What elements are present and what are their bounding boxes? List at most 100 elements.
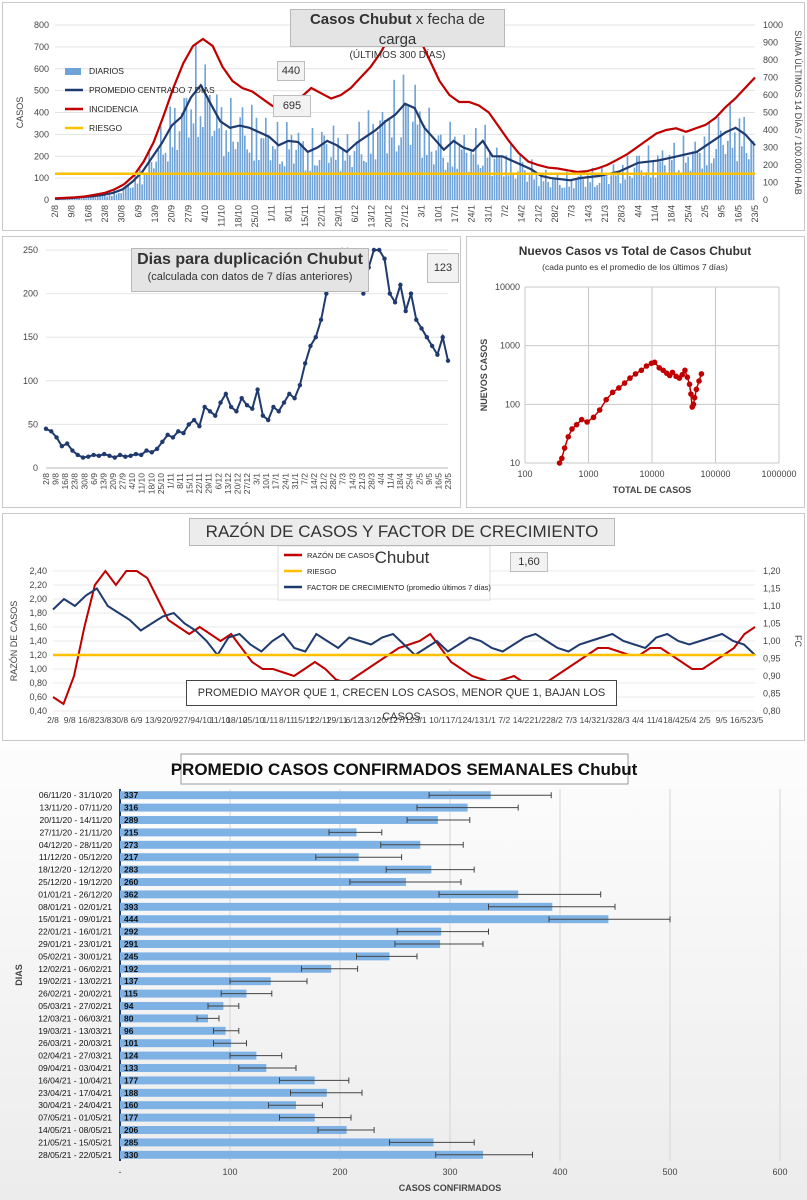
diarios-bar <box>405 105 407 200</box>
razon-y2-tick: 1,05 <box>763 619 781 629</box>
diarios-bar <box>225 130 227 200</box>
casos-x-tick: 2/5 <box>700 205 710 218</box>
diarios-bar <box>442 157 444 200</box>
casos-y-tick: 500 <box>34 86 49 96</box>
diarios-bar <box>729 102 731 200</box>
semanal-value-label: 362 <box>124 889 138 899</box>
scatter-point <box>603 396 610 403</box>
dup-point <box>80 455 86 460</box>
diarios-bar <box>503 176 505 200</box>
scatter-point <box>569 426 575 432</box>
dup-point <box>207 409 213 414</box>
semanal-value-label: 444 <box>124 914 138 924</box>
razon-y-tick: 0,60 <box>29 692 47 702</box>
diarios-bar <box>640 170 643 200</box>
razon-y-label: RAZÓN DE CASOS <box>9 601 19 682</box>
casos-x-tick: 18/10 <box>233 205 243 228</box>
diarios-bar <box>351 167 353 200</box>
diarios-bar <box>293 163 295 200</box>
dup-y-tick: 250 <box>23 245 38 255</box>
semanal-bar <box>120 853 359 862</box>
scatter-x-tick: 100 <box>517 469 532 479</box>
semanal-category-label: 16/04/21 - 10/04/21 <box>38 1075 112 1085</box>
razon-x-tick: 21/3 <box>596 715 613 725</box>
semanal-category-label: 12/03/21 - 06/03/21 <box>38 1013 112 1023</box>
diarios-bar <box>181 113 183 200</box>
razon-y-tick: 0,40 <box>29 706 47 716</box>
dup-point <box>276 409 281 414</box>
diarios-bar <box>262 138 265 200</box>
diarios-bar <box>493 158 496 200</box>
semanal-value-label: 283 <box>124 865 138 875</box>
semanal-category-label: 13/11/20 - 07/11/20 <box>40 803 113 813</box>
diarios-bar <box>260 138 262 200</box>
diarios-bar <box>752 140 755 200</box>
diarios-bar <box>108 194 111 200</box>
dup-point <box>133 451 139 457</box>
semanal-x-tick: 500 <box>662 1167 677 1177</box>
diarios-bar <box>101 194 104 200</box>
diarios-bar <box>568 186 570 200</box>
razon-x-tick: 14/2 <box>513 715 530 725</box>
semanal-bar <box>120 1113 315 1122</box>
diarios-bar <box>330 157 332 200</box>
semanal-category-label: 01/01/21 - 26/12/20 <box>38 889 112 899</box>
semanal-x-label: CASOS CONFIRMADOS <box>399 1183 502 1193</box>
casos-x-tick: 16/8 <box>83 205 93 223</box>
semanal-category-label: 19/02/21 - 13/02/21 <box>38 976 112 986</box>
diarios-bar <box>708 122 710 200</box>
casos-x-tick: 7/2 <box>500 205 510 218</box>
dup-x-tick: 28/2 <box>328 473 338 490</box>
diarios-bar <box>134 174 136 200</box>
diarios-bar <box>507 175 510 200</box>
semanal-value-label: 80 <box>124 1013 134 1023</box>
dup-point <box>302 361 308 366</box>
diarios-bar <box>563 187 566 200</box>
semanal-bar <box>120 1138 434 1147</box>
diarios-bar <box>559 184 561 200</box>
callout-incidencia: 695 <box>273 95 311 117</box>
diarios-bar <box>321 131 323 200</box>
semanal-value-label: 137 <box>124 976 138 986</box>
diarios-bar <box>76 198 78 200</box>
dup-point <box>186 422 192 427</box>
semanal-category-label: 05/03/21 - 27/02/21 <box>38 1001 112 1011</box>
diarios-bar <box>216 94 218 200</box>
diarios-bar <box>472 154 475 200</box>
diarios-bar <box>87 195 90 200</box>
razon-x-tick: 2/5 <box>699 715 711 725</box>
semanal-bar <box>120 865 432 874</box>
casos-y2-label: SUMA ÚLTIMOS 14 DÍAS / 100.000 HAB <box>793 30 803 194</box>
semanal-bar <box>120 1002 224 1010</box>
scatter-subtitle: (cada punto es el promedio de los último… <box>542 262 728 272</box>
razon-x-tick: 21/2 <box>529 715 546 725</box>
diarios-bar <box>591 167 594 200</box>
casos-x-tick: 14/2 <box>517 205 527 223</box>
dup-x-tick: 7/2 <box>299 473 309 485</box>
razon-x-tick: 16/8 <box>78 715 95 725</box>
diarios-bar <box>661 150 664 200</box>
casos-x-tick: 7/3 <box>567 205 577 218</box>
diarios-bar <box>381 112 384 200</box>
diarios-bar <box>286 122 288 200</box>
diarios-bar <box>71 198 73 200</box>
razon-y-tick: 1,40 <box>29 636 47 646</box>
semanal-bar <box>120 1026 226 1035</box>
dup-point <box>139 452 144 458</box>
casos-x-tick: 20/12 <box>383 205 393 228</box>
scatter-title: Nuevos Casos vs Total de Casos Chubut <box>519 244 752 258</box>
diarios-bar <box>668 154 671 200</box>
semanal-value-label: 101 <box>124 1038 138 1048</box>
diarios-bar <box>323 135 325 200</box>
semanal-category-label: 26/02/21 - 20/02/21 <box>38 989 112 999</box>
diarios-bar <box>325 144 328 200</box>
diarios-bar <box>402 74 405 200</box>
diarios-bar <box>316 165 318 200</box>
casos-chart-title: Casos Chubut <box>309 11 412 28</box>
semanal-title-box <box>180 753 629 785</box>
diarios-bar <box>220 107 223 200</box>
razon-x-tick: 10/1 <box>429 715 446 725</box>
diarios-bar <box>440 134 442 200</box>
dup-point <box>271 404 276 410</box>
razon-x-tick: 7/2 <box>498 715 510 725</box>
